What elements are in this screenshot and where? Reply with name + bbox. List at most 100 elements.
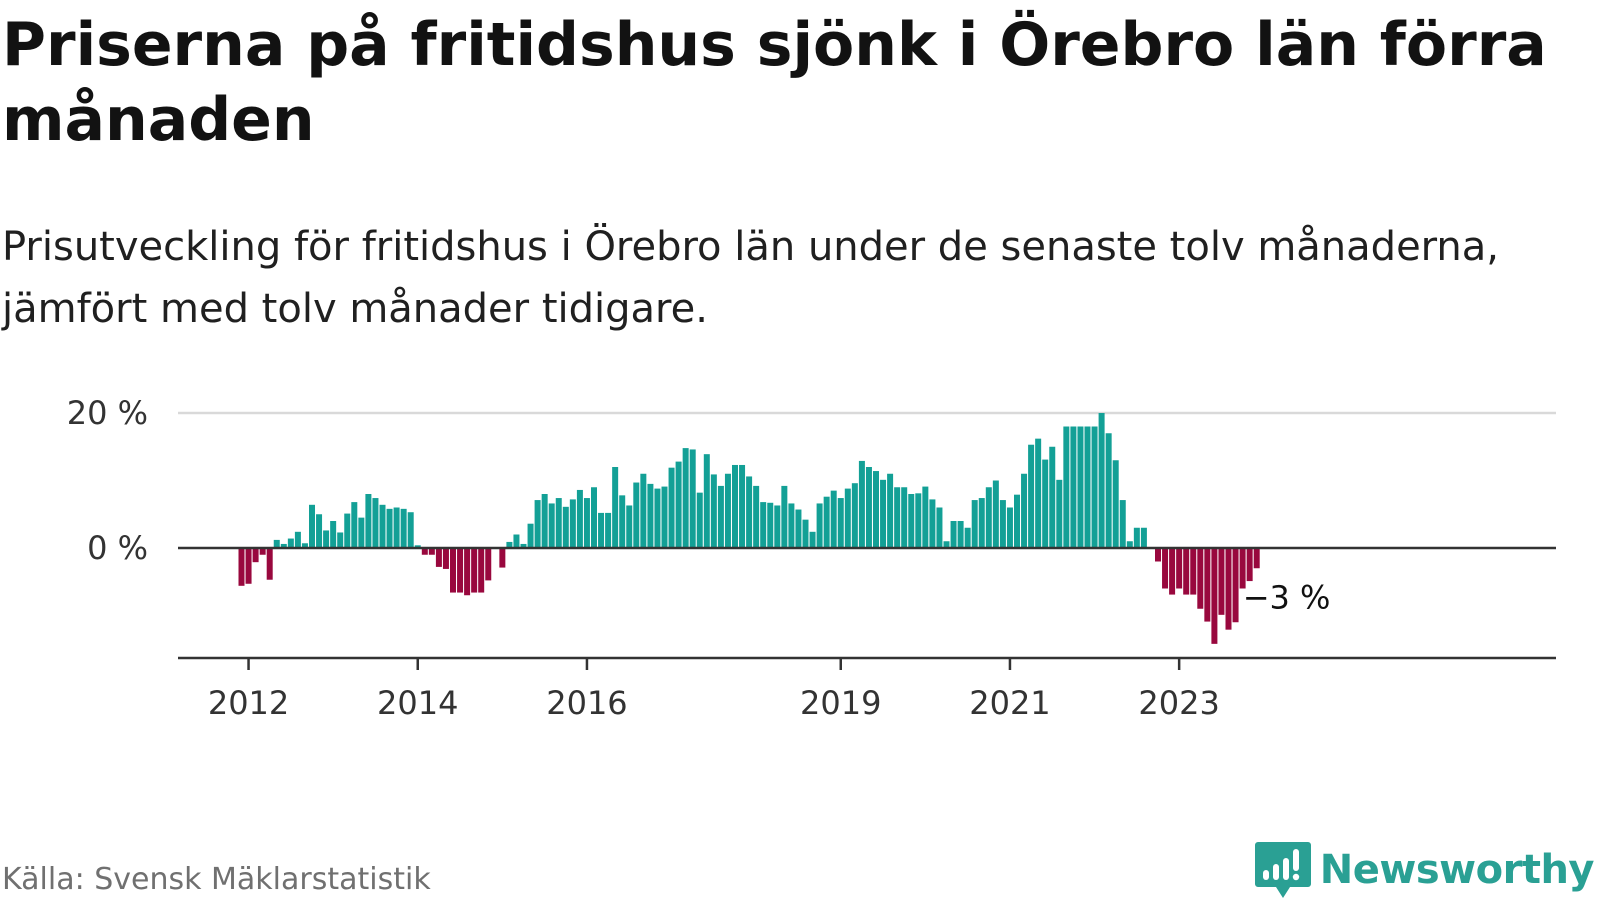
bar (365, 494, 372, 548)
brand-name: Newsworthy (1319, 847, 1595, 893)
y-axis-labels: 0 % 20 % (67, 394, 148, 567)
bar (1253, 548, 1260, 569)
bar (1232, 548, 1239, 623)
bar (901, 487, 908, 548)
bar (1225, 548, 1232, 630)
bar (710, 474, 717, 548)
bar (964, 527, 971, 548)
bar (1042, 459, 1049, 548)
bar (372, 498, 379, 548)
bar (541, 494, 548, 548)
bar (823, 496, 830, 548)
bar (978, 498, 985, 548)
brand-logo: Newsworthy (1254, 840, 1595, 900)
bar (781, 485, 788, 548)
bar (1084, 426, 1091, 548)
bar (661, 486, 668, 548)
bar (992, 480, 999, 548)
bar (943, 541, 950, 548)
bar (724, 473, 731, 548)
bar (985, 487, 992, 548)
bar (407, 512, 414, 548)
bar (788, 503, 795, 548)
bar (1155, 548, 1161, 562)
bar (1056, 479, 1063, 548)
bar (259, 548, 266, 555)
bar (280, 543, 287, 548)
bar (1183, 548, 1190, 595)
bar (1140, 527, 1147, 548)
bar (746, 476, 753, 548)
bar (386, 508, 393, 548)
bar (457, 548, 464, 593)
bar (675, 461, 682, 548)
bar (245, 548, 252, 584)
bar (689, 449, 696, 548)
bar (605, 512, 612, 548)
bar (344, 513, 351, 548)
bar (668, 467, 675, 548)
annotations: −3 % (1240, 575, 1334, 619)
bar (1133, 527, 1140, 548)
bar (1190, 548, 1197, 595)
source-note: Källa: Svensk Mäklarstatistik (2, 862, 431, 897)
bar (915, 493, 922, 548)
bar (696, 492, 703, 548)
bar (682, 448, 689, 548)
bar (555, 498, 562, 548)
bar (1105, 433, 1112, 548)
bar (576, 489, 583, 548)
bar (612, 467, 619, 548)
bar (414, 545, 421, 548)
bar (865, 467, 872, 548)
bar (1028, 444, 1035, 548)
bar (1006, 507, 1013, 548)
bar (301, 543, 308, 548)
bar (837, 498, 844, 548)
bar (351, 502, 358, 548)
bar (654, 488, 661, 548)
bar (421, 548, 428, 555)
x-tick-label: 2019 (800, 684, 881, 722)
bar (732, 464, 738, 548)
page-subtitle: Prisutveckling för fritidshus i Örebro l… (2, 224, 1499, 332)
bar (1162, 548, 1169, 589)
bar (957, 521, 964, 548)
bar (379, 504, 386, 548)
bar (478, 548, 485, 593)
bar (435, 548, 442, 567)
bar (266, 548, 273, 580)
bar (619, 495, 626, 548)
latest-value-label: −3 % (1243, 578, 1331, 616)
bar (887, 473, 894, 548)
x-tick-label: 2023 (1138, 684, 1219, 722)
bar (393, 507, 400, 548)
bar (316, 514, 323, 548)
bar (936, 507, 943, 548)
page-title: Priserna på fritidshus sjönk i Örebro lä… (2, 10, 1547, 155)
bar (703, 454, 710, 548)
bar (527, 523, 534, 548)
bar (647, 483, 654, 549)
bar (795, 509, 802, 549)
bar (767, 502, 774, 549)
bar (358, 517, 365, 549)
bar (450, 548, 456, 593)
bar (471, 548, 478, 593)
bars (238, 413, 1260, 644)
bar (1197, 548, 1204, 609)
bar (1169, 548, 1176, 595)
bar (309, 504, 315, 548)
bar (548, 503, 555, 548)
bar (442, 548, 449, 569)
bar (908, 494, 915, 548)
bar (330, 521, 337, 548)
bar (1077, 426, 1084, 548)
bar (238, 548, 245, 586)
bar (753, 485, 760, 548)
bar (739, 464, 746, 548)
bar (1126, 541, 1133, 548)
bar (569, 499, 576, 548)
bar (400, 508, 407, 548)
bar (830, 490, 837, 549)
